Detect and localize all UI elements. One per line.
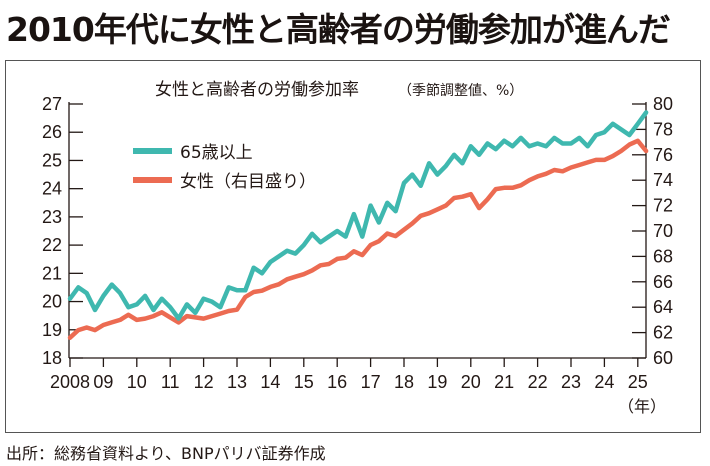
y-left-tick-label: 21	[42, 263, 62, 283]
y-left-tick-label: 27	[42, 94, 62, 114]
y-right-tick-label: 60	[653, 348, 673, 368]
x-tick-label: 10	[127, 372, 147, 392]
y-right-tick-label: 62	[653, 323, 673, 343]
y-right-tick-label: 78	[653, 119, 673, 139]
y-left-tick-label: 22	[42, 235, 62, 255]
y-right-tick-label: 72	[653, 196, 673, 216]
series-lines	[67, 110, 649, 340]
x-tick-label: 16	[327, 372, 347, 392]
x-tick-label: 12	[194, 372, 214, 392]
x-tick-label: 24	[594, 372, 614, 392]
x-tick-label: 11	[161, 372, 180, 392]
x-tick-label: 19	[427, 372, 447, 392]
y-right-tick-label: 76	[653, 145, 673, 165]
chart-frame	[5, 60, 701, 433]
x-tick-label: 23	[561, 372, 581, 392]
source-note: 出所：総務省資料より、BNPパリバ証券作成	[6, 444, 326, 463]
legend: 65歳以上 女性（右目盛り）	[133, 143, 316, 192]
x-tick-label: 14	[260, 372, 280, 392]
series-line-women	[67, 138, 649, 340]
y-right-tick-label: 66	[653, 272, 673, 292]
x-tick-label: 20	[461, 372, 481, 392]
legend-label-women: 女性（右目盛り）	[180, 172, 316, 192]
y-left-tick-label: 24	[42, 179, 62, 199]
x-axis-unit-label: （年）	[618, 398, 666, 416]
y-left-tick-label: 23	[42, 207, 62, 227]
x-tick-label: 13	[227, 372, 247, 392]
x-tick-label: 09	[93, 372, 113, 392]
x-tick-label: 15	[294, 372, 314, 392]
y-left-tick-label: 19	[42, 320, 62, 340]
x-tick-label: 17	[361, 372, 381, 392]
y-left-tick-label: 26	[42, 122, 62, 142]
chart-title: 女性と高齢者の労働参加率	[155, 80, 359, 100]
y-right-tick-label: 80	[653, 94, 673, 114]
series-line-elderly-65plus	[67, 110, 649, 321]
chart-title-sub: （季節調整値、%）	[398, 82, 523, 99]
y-right-tick-label: 64	[653, 297, 673, 317]
x-tick-label: 2008	[50, 372, 90, 392]
x-tick-label: 18	[394, 372, 414, 392]
y-left-tick-label: 18	[42, 348, 62, 368]
headline: 2010年代に女性と高齢者の労働参加が進んだ	[6, 10, 671, 49]
x-tick-label: 22	[528, 372, 548, 392]
y-right-tick-label: 74	[653, 170, 673, 190]
x-tick-label: 21	[494, 372, 514, 392]
x-tick-label: 25	[628, 372, 648, 392]
y-left-tick-label: 25	[42, 150, 62, 170]
legend-label-elderly: 65歳以上	[180, 143, 253, 163]
y-left-tick-label: 20	[42, 292, 62, 312]
axes: 18 19 20 21 22 23 24 25 26 27 60 62 64 66 68 70 72 74 76 78…	[42, 94, 673, 392]
y-right-tick-label: 68	[653, 246, 673, 266]
y-right-tick-label: 70	[653, 221, 673, 241]
